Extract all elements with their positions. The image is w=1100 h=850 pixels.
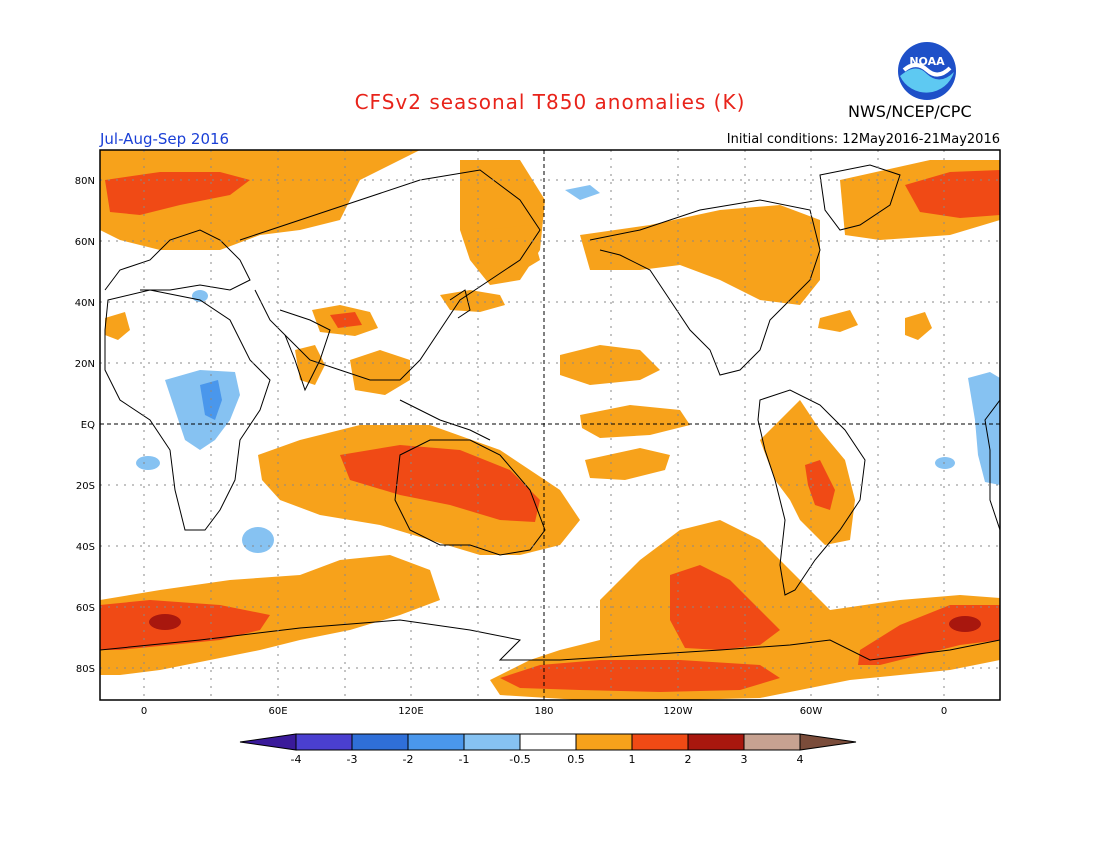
colorbar-label: 1 xyxy=(629,753,636,766)
very-strong-warm-anomaly-regions xyxy=(149,614,981,632)
lat-label: 80S xyxy=(76,664,95,675)
colorbar-swatch xyxy=(407,733,465,751)
grid-lines xyxy=(100,150,1000,700)
lon-label: 60W xyxy=(800,706,823,717)
colorbar-label: 4 xyxy=(797,753,804,766)
longitude-labels: 0 60E 120E 180 120W 60W 0 xyxy=(141,706,947,717)
colorbar-swatch xyxy=(463,733,521,751)
lon-label: 0 xyxy=(941,706,947,717)
colorbar-swatch xyxy=(799,733,857,751)
colorbar-label: -4 xyxy=(291,753,302,766)
colorbar-label: 2 xyxy=(685,753,692,766)
colorbar-swatch xyxy=(687,733,745,751)
colorbar-label: 0.5 xyxy=(567,753,585,766)
lat-label: 60N xyxy=(75,237,95,248)
colorbar-label: -2 xyxy=(403,753,414,766)
lat-label: 80N xyxy=(75,176,95,187)
colorbar-swatch xyxy=(239,733,297,751)
colorbar-swatch xyxy=(519,733,577,751)
lat-label: 20S xyxy=(76,481,95,492)
lon-label: 60E xyxy=(268,706,287,717)
cool-anomaly-regions xyxy=(136,185,1000,553)
coastlines xyxy=(100,164,1000,661)
colorbar-label: -1 xyxy=(459,753,470,766)
colorbar-swatch xyxy=(631,733,689,751)
lat-label: 40S xyxy=(76,542,95,553)
colorbar-swatch xyxy=(351,733,409,751)
period-label: Jul-Aug-Sep 2016 xyxy=(100,130,230,148)
colorbar-label: 3 xyxy=(741,753,748,766)
initial-conditions-label: Initial conditions: 12May2016-21May2016 xyxy=(726,132,1000,147)
colorbar-label: -0.5 xyxy=(509,753,530,766)
lon-label: 120W xyxy=(664,706,693,717)
noaa-logo-icon: NOAA xyxy=(898,42,956,100)
reference-lines xyxy=(100,150,1000,700)
colorbar-swatch xyxy=(743,733,801,751)
lat-label: 20N xyxy=(75,359,95,370)
colorbar-swatch xyxy=(295,733,353,751)
org-label: NWS/NCEP/CPC xyxy=(848,102,972,121)
lat-label: 40N xyxy=(75,298,95,309)
map-title: CFSv2 seasonal T850 anomalies (K) xyxy=(354,90,746,114)
lon-label: 0 xyxy=(141,706,147,717)
noaa-logo-text: NOAA xyxy=(909,55,945,68)
colorbar-label: -3 xyxy=(347,753,358,766)
colorbar-swatch xyxy=(575,733,633,751)
lon-label: 180 xyxy=(534,706,553,717)
lon-label: 120E xyxy=(398,706,423,717)
lat-label: 60S xyxy=(76,603,95,614)
lat-label: EQ xyxy=(81,420,95,431)
map-frame xyxy=(99,149,1001,701)
latitude-labels: 80N 60N 40N 20N EQ 20S 40S 60S 80S xyxy=(75,176,95,675)
